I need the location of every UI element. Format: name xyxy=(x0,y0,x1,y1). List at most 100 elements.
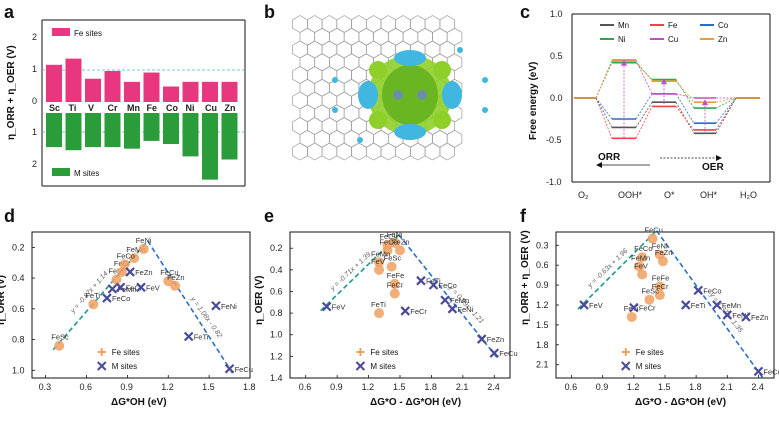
point-label: FeV xyxy=(146,283,160,292)
m-site-bar xyxy=(182,113,199,157)
fe-site-point xyxy=(170,280,181,291)
panel-a-ytick: 2 xyxy=(32,32,37,42)
legend-fe-marker xyxy=(97,348,106,356)
y-tick-label: 0.6 xyxy=(12,304,25,314)
point-label: FeTi xyxy=(85,291,100,300)
m-site-point xyxy=(224,364,235,374)
graphene-lattice xyxy=(292,15,463,161)
m-site-point xyxy=(476,334,487,344)
fe-site-point xyxy=(654,281,665,292)
point-label: FeZn xyxy=(392,237,410,246)
y-tick-label: 0.9 xyxy=(536,280,549,290)
point-label: FeNi xyxy=(221,302,237,311)
volcano-right-line xyxy=(655,230,764,378)
x-tick-label: 1.5 xyxy=(393,382,406,392)
point-label: FeCr xyxy=(639,304,656,313)
m-site-point xyxy=(489,348,500,358)
y-tick-label: 0.3 xyxy=(536,240,549,250)
point-label: FeMn xyxy=(126,245,145,254)
point-label: FeV xyxy=(108,267,122,276)
point-label: FeCr xyxy=(652,282,669,291)
m-site-point xyxy=(416,275,426,286)
point-label: FeNi xyxy=(732,311,748,320)
fe-site-point xyxy=(626,311,637,322)
x-tick-label: 2.4 xyxy=(751,382,764,392)
y-tick-label: 0.6 xyxy=(270,286,283,296)
fe-site-point xyxy=(119,259,130,270)
y-tick-label: 1.0 xyxy=(270,330,283,340)
x-tick-label: 1.5 xyxy=(658,382,671,392)
panel-a-ytick: 0 xyxy=(32,96,37,106)
legend-entry: Co xyxy=(718,21,729,30)
point-label: FeNi xyxy=(387,230,403,239)
point-label: FeNi xyxy=(457,305,473,314)
point-label: FeV xyxy=(371,257,385,266)
panel-c-label: c xyxy=(520,2,530,22)
panel-c-ylabel: Free energy (eV) xyxy=(528,62,539,140)
point-label: FeTi xyxy=(691,301,706,310)
category-label: Mn xyxy=(127,103,140,113)
x-tick-label: 0.9 xyxy=(330,382,343,392)
point-label: FeV xyxy=(634,261,648,270)
m-site-bar xyxy=(202,113,218,180)
point-label: FeSc xyxy=(641,287,659,296)
point-label: FeCu xyxy=(160,268,178,277)
x-tick-label: 2.1 xyxy=(456,382,469,392)
fe-site-point xyxy=(395,245,405,256)
fe-site-bar xyxy=(182,81,199,102)
x-axis-label: ΔG*O - ΔG*OH (eV) xyxy=(370,397,461,408)
legend-fe-label: Fe sites xyxy=(636,348,664,357)
category-label: Zn xyxy=(225,103,236,113)
y-tick-label: 1.4 xyxy=(270,373,283,383)
m-site-point xyxy=(102,293,112,303)
m-site-point xyxy=(753,366,764,377)
fe-site-bar xyxy=(221,81,238,102)
point-label: FeMn xyxy=(371,249,390,258)
panel-c-ytick: -1.0 xyxy=(546,177,562,187)
point-label: FeTi xyxy=(194,333,209,342)
m-site-bar xyxy=(104,113,121,148)
fe-site-point xyxy=(647,233,658,244)
point-label: FeCo xyxy=(634,244,652,253)
fe-site-bar xyxy=(143,72,160,102)
panel-c-ytick: 0.5 xyxy=(550,51,563,61)
x-tick-label: 2.1 xyxy=(720,382,733,392)
fe-site-bar xyxy=(104,71,121,102)
m-site-point xyxy=(400,306,411,316)
y-tick-label: 0.6 xyxy=(536,260,549,270)
fe-site-point xyxy=(634,261,645,272)
point-label: FeMn xyxy=(450,296,469,305)
legend-entry: Cu xyxy=(668,35,678,44)
x-tick-label: 0.6 xyxy=(299,382,312,392)
y-tick-label: 1.8 xyxy=(536,340,549,350)
y-axis-label: η_ORR (V) xyxy=(0,275,7,325)
point-label: FeCo xyxy=(117,251,135,260)
m-site-point xyxy=(722,310,733,320)
category-label: Ti xyxy=(69,103,77,113)
panel-c-ytick: 0.0 xyxy=(550,93,563,103)
y-tick-label: 1.0 xyxy=(12,365,25,375)
m-site-point xyxy=(136,282,146,293)
panel-c-ytick: 1.0 xyxy=(550,9,563,19)
x-axis-label: ΔG*O - ΔG*OH (eV) xyxy=(635,397,726,408)
legend-m-label: M sites xyxy=(74,169,99,178)
m-site-bar xyxy=(221,113,238,160)
m-site-bar xyxy=(46,113,62,148)
panel-c: c 1.0 0.5 0.0 -0.5 -1.0 Free energy (eV)… xyxy=(520,2,771,200)
point-label: FeTi xyxy=(371,300,386,309)
category-label: Co xyxy=(166,103,178,113)
point-label: FeCu xyxy=(379,232,397,241)
category-label: Cr xyxy=(108,103,118,113)
panel-e: e 0.6 0.9 1.2 1.5 1.8 2.1 2.4 0.2 0.4 0.6 0.8 1.0 1.… xyxy=(254,206,518,408)
point-label: FeCu xyxy=(499,349,517,358)
point-label: FeV xyxy=(589,301,603,310)
m-site-point xyxy=(712,300,722,310)
m-site-point xyxy=(321,301,332,312)
point-label: FeCr xyxy=(387,281,404,290)
m-site-point xyxy=(183,331,194,342)
point-label: FeCo xyxy=(439,281,457,290)
category-label: Cu xyxy=(205,103,217,113)
m-site-bar xyxy=(85,113,101,148)
y-tick-label: 0.4 xyxy=(270,265,283,275)
legend-entry: Zn xyxy=(718,35,727,44)
